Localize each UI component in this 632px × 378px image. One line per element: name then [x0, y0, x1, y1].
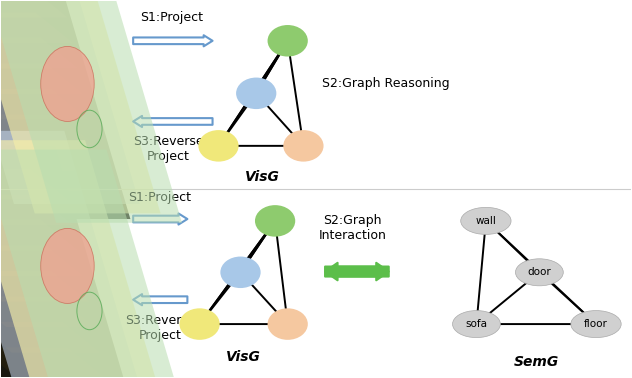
- Polygon shape: [0, 140, 100, 170]
- Polygon shape: [0, 296, 94, 327]
- Text: S1:Project: S1:Project: [140, 11, 203, 24]
- Ellipse shape: [179, 308, 220, 340]
- Polygon shape: [0, 322, 100, 353]
- Polygon shape: [0, 131, 140, 378]
- Text: wall: wall: [475, 216, 496, 226]
- Ellipse shape: [453, 311, 501, 338]
- Text: S3:Reverse
Project: S3:Reverse Project: [133, 135, 204, 163]
- Text: S1:Project: S1:Project: [128, 191, 191, 204]
- Polygon shape: [0, 12, 73, 43]
- Text: SemG: SemG: [514, 355, 559, 369]
- Ellipse shape: [40, 228, 94, 304]
- Polygon shape: [0, 0, 68, 17]
- Polygon shape: [0, 271, 89, 302]
- Polygon shape: [0, 0, 130, 219]
- Polygon shape: [0, 38, 78, 68]
- Ellipse shape: [461, 208, 511, 234]
- Polygon shape: [0, 194, 73, 225]
- Polygon shape: [0, 115, 94, 145]
- Ellipse shape: [255, 205, 295, 237]
- Polygon shape: [0, 146, 130, 378]
- Polygon shape: [0, 169, 68, 200]
- Ellipse shape: [283, 130, 324, 162]
- Text: floor: floor: [584, 319, 608, 329]
- Ellipse shape: [516, 259, 563, 286]
- Text: S2:Graph
Interaction: S2:Graph Interaction: [319, 214, 386, 242]
- Polygon shape: [0, 0, 182, 223]
- Ellipse shape: [40, 46, 94, 121]
- Polygon shape: [0, 0, 140, 204]
- Polygon shape: [0, 140, 161, 378]
- Polygon shape: [0, 220, 78, 251]
- Ellipse shape: [198, 130, 239, 162]
- Ellipse shape: [267, 25, 308, 57]
- Polygon shape: [0, 64, 83, 94]
- Polygon shape: [0, 347, 105, 378]
- Text: S2:Graph Reasoning: S2:Graph Reasoning: [322, 77, 450, 90]
- Text: S3:Reverse
Project: S3:Reverse Project: [125, 314, 195, 342]
- Text: sofa: sofa: [465, 319, 487, 329]
- Polygon shape: [0, 89, 89, 119]
- Polygon shape: [0, 0, 161, 214]
- Polygon shape: [0, 245, 83, 276]
- Text: door: door: [528, 267, 551, 277]
- Ellipse shape: [571, 311, 621, 338]
- Ellipse shape: [236, 77, 276, 109]
- Polygon shape: [0, 166, 105, 196]
- Text: VisG: VisG: [245, 170, 280, 184]
- Ellipse shape: [267, 308, 308, 340]
- Ellipse shape: [221, 257, 260, 288]
- Polygon shape: [0, 150, 182, 378]
- Text: VisG: VisG: [226, 350, 261, 364]
